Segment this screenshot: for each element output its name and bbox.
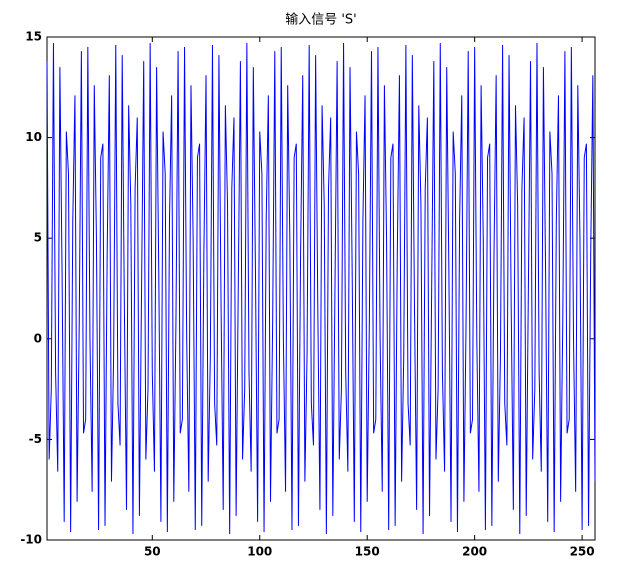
x-tick-label: 150	[355, 545, 380, 559]
x-tick-label: 100	[247, 545, 272, 559]
axes-box	[46, 36, 596, 541]
x-tick-label: 50	[144, 545, 161, 559]
y-tick-label: 15	[25, 30, 42, 44]
y-tick-label: -10	[20, 533, 42, 547]
y-tick-label: 10	[25, 130, 42, 144]
chart-title: 输入信号 'S'	[285, 12, 357, 28]
x-tick-label: 200	[462, 545, 487, 559]
signal-line	[46, 43, 596, 534]
y-tick-label: -5	[29, 432, 42, 446]
y-tick-label: 5	[34, 231, 42, 245]
y-tick-label: 0	[34, 331, 42, 345]
x-tick-label: 250	[570, 545, 595, 559]
